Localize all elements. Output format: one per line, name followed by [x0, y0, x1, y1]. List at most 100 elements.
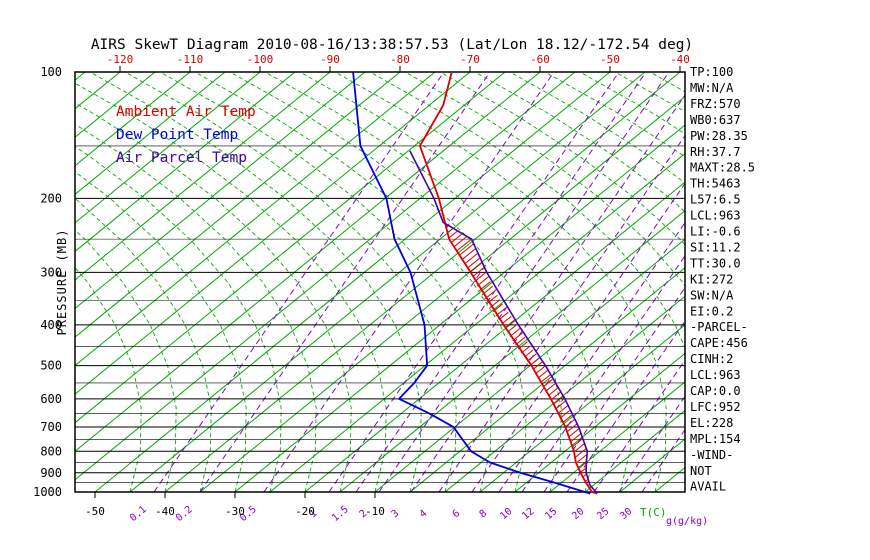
- legend-item-ambient: Ambient Air Temp: [116, 104, 256, 120]
- moist-adiabat-line: [649, 72, 685, 93]
- stats-line: AVAIL: [690, 480, 726, 494]
- moist-adiabat-line: [509, 72, 685, 184]
- isotherm-line: [75, 72, 366, 310]
- mixing-ratio-line: [263, 72, 555, 493]
- mixing-ratio-line: [618, 395, 685, 493]
- moist-adiabat-line: [229, 72, 562, 493]
- isotherm-line: [374, 238, 685, 493]
- moist-adiabat-line: [75, 82, 387, 493]
- isotherm-line: [584, 409, 685, 493]
- stats-line: TP:100: [690, 65, 733, 79]
- stats-line: LCL:963: [690, 209, 741, 223]
- isotherm-line: [94, 72, 611, 493]
- mixing-ratio-line: [153, 72, 445, 493]
- moist-adiabat-line: [544, 72, 685, 158]
- isotherm-line: [75, 72, 541, 452]
- moist-adiabat-line: [75, 267, 142, 493]
- stats-line: MPL:154: [690, 432, 741, 446]
- bottom-temp-tick-label: -20: [295, 505, 315, 518]
- top-temp-tick-label: -110: [177, 53, 204, 66]
- isotherm-line: [75, 72, 331, 281]
- top-temp-tick-label: -90: [320, 53, 340, 66]
- moist-adiabat-line: [75, 123, 317, 493]
- stats-line: L57:6.5: [690, 193, 741, 207]
- isotherm-line: [549, 381, 685, 493]
- parcel-curve: [409, 150, 598, 494]
- top-temp-tick-label: -60: [530, 53, 550, 66]
- mixing-ratio-tick-label: 4: [418, 508, 430, 520]
- chart-title: AIRS SkewT Diagram 2010-08-16/13:38:57.5…: [91, 37, 693, 53]
- mixing-ratio-line: [593, 359, 685, 493]
- stats-line: CAPE:456: [690, 336, 748, 350]
- pressure-tick-label: 800: [40, 444, 62, 458]
- isotherm-line: [444, 295, 685, 493]
- stats-line: MW:N/A: [690, 81, 734, 95]
- stats-line: WB0:637: [690, 113, 741, 127]
- pressure-tick-label: 900: [40, 466, 62, 480]
- pressure-tick-label: 200: [40, 191, 62, 205]
- bottom-temp-tick-label: -30: [225, 505, 245, 518]
- isotherm-line: [514, 352, 685, 493]
- stats-line: LCL:963: [690, 368, 741, 382]
- bottom-temp-tick-label: -50: [85, 505, 105, 518]
- isotherm-line: [269, 152, 685, 493]
- isotherm-line: [75, 72, 261, 224]
- mixing-ratio-tick-label: 0.1: [128, 504, 149, 524]
- mixing-ratio-tick-label: 20: [570, 506, 586, 522]
- moist-adiabat-line: [75, 146, 282, 493]
- moist-adiabat-line: [299, 72, 632, 493]
- isotherm-line: [75, 72, 576, 481]
- pressure-tick-label: 400: [40, 318, 62, 332]
- moist-adiabat-line: [194, 72, 527, 493]
- mixing-ratio-line: [378, 72, 670, 493]
- pressure-tick-label: 300: [40, 265, 62, 279]
- pressure-tick-label: 100: [40, 65, 62, 79]
- top-temp-tick-label: -40: [670, 53, 690, 66]
- isotherm-line: [75, 72, 191, 167]
- mixing-ratio-tick-label: 1.5: [330, 504, 351, 524]
- isotherm-line: [304, 181, 685, 493]
- stats-line: CINH:2: [690, 352, 733, 366]
- stats-line: CAP:0.0: [690, 384, 741, 398]
- isotherm-line: [75, 72, 471, 395]
- stats-line: LFC:952: [690, 400, 741, 414]
- moist-adiabat-line: [159, 72, 492, 493]
- mixing-ratio-tick-label: 1: [308, 508, 320, 520]
- legend-item-dewpoint: Dew Point Temp: [116, 127, 238, 143]
- mixing-ratio-tick-label: 6: [451, 508, 463, 520]
- mixing-ratio-unit-label: g(g/kg): [666, 516, 708, 527]
- mixing-ratio-line: [355, 72, 647, 493]
- stats-line: RH:37.7: [690, 145, 741, 159]
- stats-line: SW:N/A: [690, 288, 734, 302]
- mixing-ratio-line: [199, 72, 491, 493]
- isotherm-line: [479, 324, 685, 493]
- mixing-ratio-line: [410, 94, 685, 493]
- moist-adiabat-line: [89, 72, 422, 493]
- mixing-ratio-line: [438, 134, 685, 493]
- stats-line: EI:0.2: [690, 304, 733, 318]
- isotherm-line: [654, 466, 685, 493]
- isotherm-line: [75, 72, 401, 338]
- bottom-temp-tick-label: -40: [155, 505, 175, 518]
- mixing-ratio-line: [543, 286, 685, 493]
- moist-adiabat-line: [474, 72, 685, 213]
- mixing-ratio-tick-label: 25: [595, 506, 611, 522]
- pressure-axis-title: PRESSURE (MB): [55, 229, 69, 336]
- mixing-ratio-line: [498, 221, 685, 493]
- moist-adiabat-line: [404, 72, 685, 287]
- top-temp-tick-label: -100: [247, 53, 274, 66]
- top-temp-tick-label: -70: [460, 53, 480, 66]
- pressure-tick-label: 700: [40, 420, 62, 434]
- stats-line: PW:28.35: [690, 129, 748, 143]
- mixing-ratio-line: [471, 182, 685, 493]
- isotherm-line: [129, 72, 646, 493]
- stats-line: SI:11.2: [690, 240, 741, 254]
- pressure-tick-label: 500: [40, 359, 62, 373]
- isotherm-line: [75, 72, 506, 424]
- plot-frame: [74, 71, 686, 493]
- stats-line: -WIND-: [690, 448, 733, 462]
- top-temp-tick-label: -80: [390, 53, 410, 66]
- moist-adiabat-line: [75, 229, 177, 493]
- ambient-curve: [419, 72, 598, 495]
